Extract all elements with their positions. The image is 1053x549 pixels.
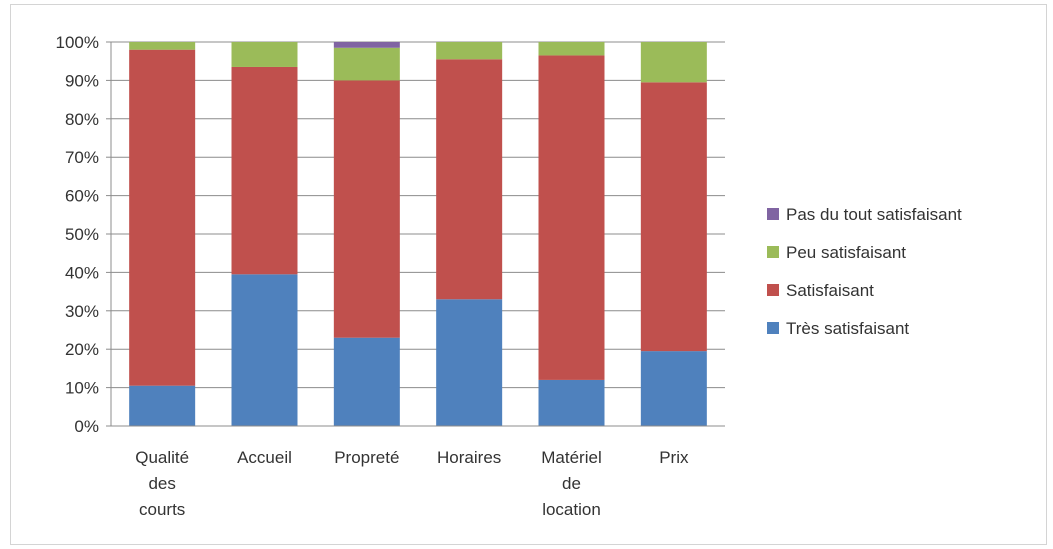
chart-frame: 0% 10% 20% 30% 40% 50% 60% 70% 80% 90% 100% Qualit… bbox=[10, 4, 1047, 545]
legend: Pas du tout satisfaisant Peu satisfaisant… bbox=[767, 205, 962, 338]
bars bbox=[129, 42, 707, 426]
y-tick-label: 20% bbox=[65, 340, 99, 359]
x-category-label: Propreté bbox=[334, 448, 399, 467]
bar-segment bbox=[640, 82, 707, 352]
legend-swatch bbox=[767, 208, 779, 220]
y-tick-label: 60% bbox=[65, 187, 99, 206]
legend-label: Satisfaisant bbox=[786, 281, 874, 300]
x-category-label: de bbox=[562, 474, 581, 493]
y-tick-label: 0% bbox=[74, 417, 99, 436]
stacked-bar-chart: 0% 10% 20% 30% 40% 50% 60% 70% 80% 90% 100% Qualit… bbox=[56, 33, 963, 519]
bar-segment bbox=[333, 80, 400, 338]
bar-segment bbox=[231, 66, 298, 275]
y-tick-label: 90% bbox=[65, 71, 99, 90]
bar-segment bbox=[538, 379, 605, 426]
bar-segment bbox=[129, 385, 196, 426]
x-category-label: des bbox=[148, 474, 175, 493]
bar-segment bbox=[333, 337, 400, 426]
y-tick-label: 70% bbox=[65, 148, 99, 167]
bar-segment bbox=[231, 274, 298, 426]
bar-segment bbox=[333, 47, 400, 81]
x-category-label: courts bbox=[139, 500, 185, 519]
bar-segment bbox=[333, 42, 400, 48]
gridlines bbox=[111, 41, 725, 427]
axes bbox=[106, 41, 725, 427]
y-axis-tick-labels: 0% 10% 20% 30% 40% 50% 60% 70% 80% 90% 100% bbox=[56, 33, 99, 436]
y-tick-label: 10% bbox=[65, 379, 99, 398]
y-tick-label: 30% bbox=[65, 302, 99, 321]
legend-swatch bbox=[767, 284, 779, 296]
x-category-label: Qualité bbox=[135, 448, 189, 467]
y-tick-label: 100% bbox=[56, 33, 99, 52]
x-axis-category-labels: Qualité des courts Accueil Propreté Horaires M… bbox=[135, 448, 689, 519]
bar-segment bbox=[231, 42, 298, 67]
bar-segment bbox=[129, 42, 196, 50]
bar-segment bbox=[436, 59, 503, 300]
x-category-label: Matériel bbox=[541, 448, 601, 467]
y-tick-label: 50% bbox=[65, 225, 99, 244]
y-tick-label: 40% bbox=[65, 263, 99, 282]
x-category-label: Accueil bbox=[237, 448, 292, 467]
bar-segment bbox=[436, 299, 503, 426]
bar-segment bbox=[640, 351, 707, 426]
legend-label: Pas du tout satisfaisant bbox=[786, 205, 962, 224]
bar-segment bbox=[538, 42, 605, 56]
bar-segment bbox=[436, 42, 503, 60]
bar-segment bbox=[129, 49, 196, 386]
bar-segment bbox=[640, 42, 707, 83]
legend-swatch bbox=[767, 246, 779, 258]
legend-label: Très satisfaisant bbox=[786, 319, 909, 338]
x-category-label: Prix bbox=[659, 448, 689, 467]
x-category-label: location bbox=[542, 500, 601, 519]
legend-swatch bbox=[767, 322, 779, 334]
bar-segment bbox=[538, 55, 605, 380]
legend-label: Peu satisfaisant bbox=[786, 243, 906, 262]
x-category-label: Horaires bbox=[437, 448, 501, 467]
y-tick-label: 80% bbox=[65, 110, 99, 129]
